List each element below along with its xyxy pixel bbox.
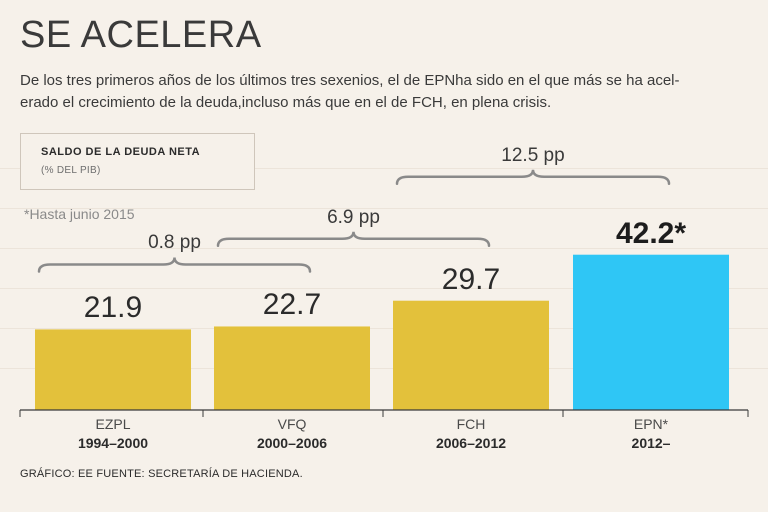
chart-title: SE ACELERA [20, 14, 262, 56]
source-footer: GRÁFICO: EE FUENTE: SECRETARÍA DE HACIEN… [20, 468, 303, 480]
brace-annotation [37, 257, 312, 273]
category-label: FCH [456, 416, 486, 432]
gridline [0, 168, 768, 169]
category-period-label: 2000–2006 [256, 435, 328, 451]
category-period-label: 2006–2012 [435, 435, 507, 451]
gridline [0, 288, 768, 289]
chart-subtitle: De los tres primeros años de los últimos… [20, 70, 750, 114]
gridline [0, 248, 768, 249]
legend-box: SALDO DE LA DEUDA NETA (% DEL PIB) [20, 133, 255, 190]
subtitle-line-1: De los tres primeros años de los últimos… [20, 72, 680, 89]
bar-value-label: 42.2* [615, 216, 687, 250]
gridline [0, 208, 768, 209]
gridlines [0, 128, 768, 458]
difference-label: 12.5 pp [501, 144, 565, 166]
category-label: EZPL [95, 416, 131, 432]
bar-value-label: 22.7 [262, 288, 322, 322]
subtitle-line-2: erado el crecimiento de la deuda,incluso… [20, 94, 552, 111]
bar-epn [573, 254, 729, 410]
bar-value-label: 21.9 [83, 291, 143, 325]
gridline [0, 328, 768, 329]
bar-vfq [214, 326, 370, 410]
legend-title: SALDO DE LA DEUDA NETA [41, 146, 201, 158]
category-period-label: 1994–2000 [77, 435, 149, 451]
difference-label: 6.9 pp [327, 206, 380, 228]
category-label: VFQ [277, 416, 307, 432]
category-period-label: 2012– [631, 435, 671, 451]
footnote-note: *Hasta junio 2015 [24, 206, 135, 222]
bar-value-label: 29.7 [441, 262, 501, 296]
difference-label: 0.8 pp [148, 232, 201, 254]
bar-fch [393, 300, 549, 410]
legend-unit: (% DEL PIB) [41, 165, 101, 176]
bar-ezpl [35, 329, 191, 410]
category-label: EPN* [633, 416, 669, 432]
brace-annotation [216, 231, 491, 247]
gridline [0, 368, 768, 369]
brace-annotation [395, 169, 671, 185]
header: SE ACELERA De los tres primeros años de … [0, 0, 768, 128]
